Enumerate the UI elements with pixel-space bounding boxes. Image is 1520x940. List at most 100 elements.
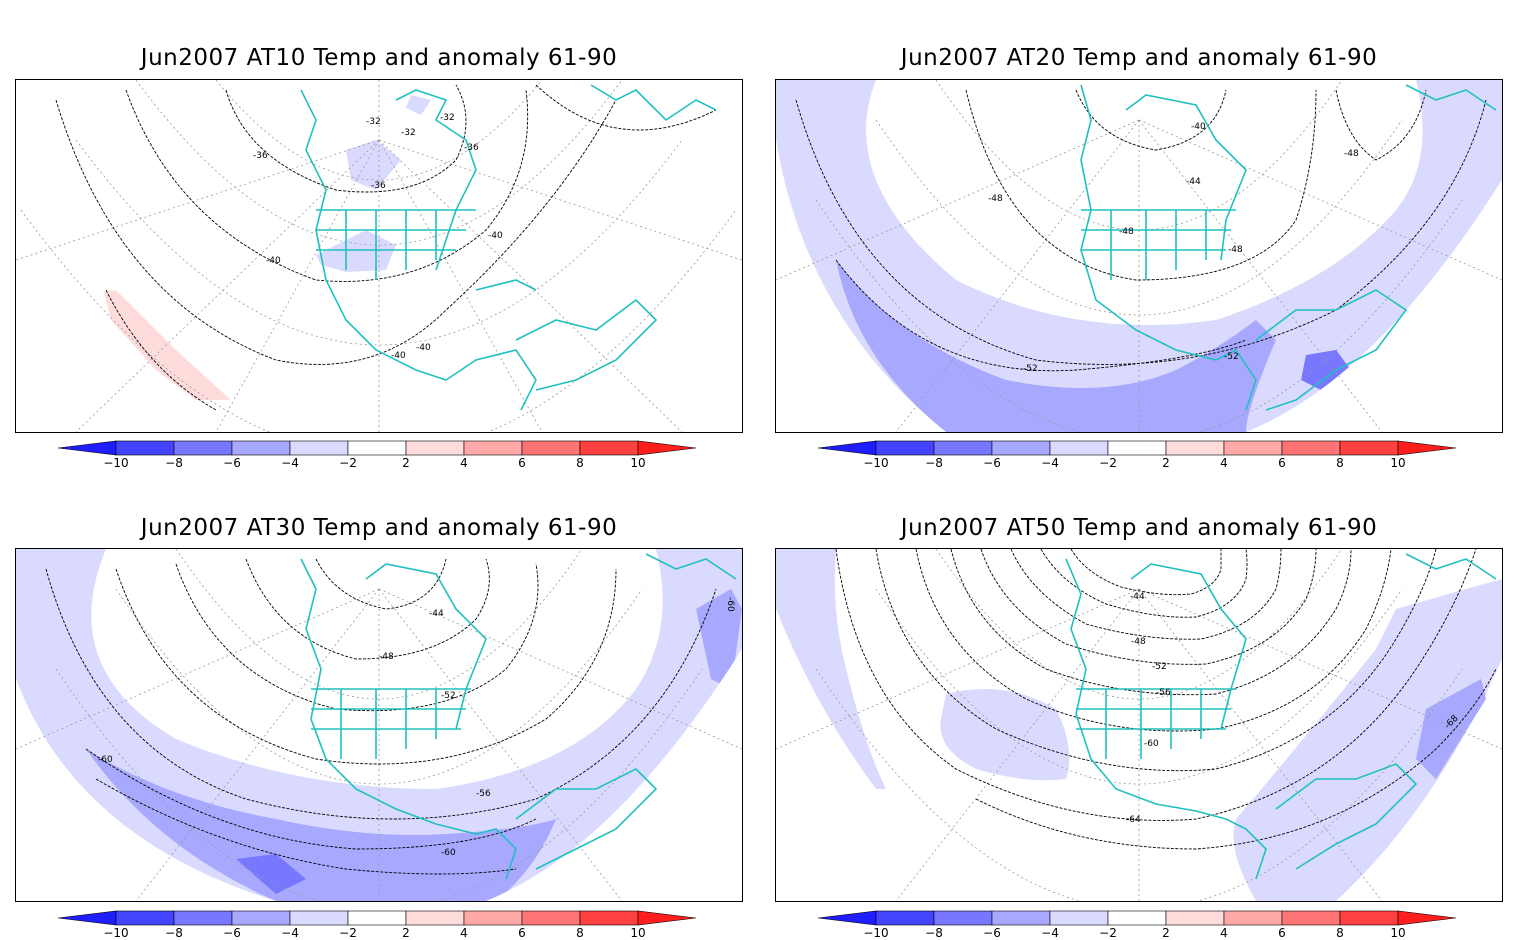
panel-1-coastline xyxy=(300,84,717,411)
panel-3-colorbar: −10 −8 −6 −4 −2 2 4 6 8 10 xyxy=(58,910,697,937)
panel-3-clabel: -60 xyxy=(98,755,113,765)
colorbar-tick-label: 10 xyxy=(1390,456,1405,467)
colorbar-tick-label: −6 xyxy=(223,456,241,467)
colorbar-tick-label: −2 xyxy=(339,456,357,467)
panel-2-clabel: -52 xyxy=(1023,364,1038,374)
colorbar-tick-label: 8 xyxy=(576,926,584,937)
colorbar-bin xyxy=(579,910,639,926)
panel-1-map: -32 -32 -32 -36 -36 -36 -40 -40 -40 -40 xyxy=(15,79,743,433)
panel-3-clabel: -56 xyxy=(476,789,491,799)
panel-2-map: -40 -44 -48 -48 -48 -48 -52 -52 xyxy=(775,79,1503,433)
panel-3-cool-anomaly-east xyxy=(696,589,742,689)
panel-3-title: Jun2007 AT30 Temp and anomaly 61-90 xyxy=(140,515,618,541)
panel-2-cool-anomaly-mid xyxy=(836,260,1276,432)
colorbar-bin xyxy=(991,910,1051,926)
colorbar-tick-label: −2 xyxy=(339,926,357,937)
panel-3-map-svg: -44 -48 -52 -56 -60 -60 -60 xyxy=(16,549,742,901)
colorbar-bin xyxy=(1107,910,1167,926)
colorbar-bin xyxy=(173,910,233,926)
panel-1-graticule xyxy=(16,80,742,432)
panel-2-clabel: -48 xyxy=(1119,227,1134,237)
colorbar-tick-label: −4 xyxy=(1041,456,1059,467)
panel-4-cool-anomaly-core xyxy=(1416,679,1486,779)
panel-3-contour-labels: -44 -48 -52 -56 -60 -60 -60 xyxy=(98,597,735,858)
panel-2-clabel: -48 xyxy=(1344,149,1359,159)
colorbar-tick-label: 6 xyxy=(518,926,526,937)
panel-1-cool-anomaly-c xyxy=(406,95,431,115)
panel-2-cool-anomaly-outer xyxy=(776,80,1502,432)
panel-4-cool-anomaly-west xyxy=(776,549,886,789)
colorbar-bin xyxy=(1049,910,1109,926)
colorbar-bin xyxy=(115,440,175,456)
panel-1-contours xyxy=(55,84,717,411)
panel-4-clabel: -56 xyxy=(1156,688,1171,698)
colorbar-bin xyxy=(521,910,581,926)
colorbar-bin xyxy=(289,910,349,926)
panel-1-clabel: -32 xyxy=(366,117,381,127)
panel-4-clabel: -52 xyxy=(1152,662,1167,672)
colorbar-tick-label: 4 xyxy=(1220,926,1228,937)
colorbar-bin xyxy=(1165,910,1225,926)
colorbar-bin xyxy=(1165,440,1225,456)
colorbar-tick-label: 2 xyxy=(402,926,410,937)
panel-1-clabel: -40 xyxy=(416,343,431,353)
colorbar-bin xyxy=(173,440,233,456)
panel-4-clabel: -64 xyxy=(1126,815,1141,825)
colorbar-tick-label: −8 xyxy=(165,456,183,467)
panel-1-cool-anomaly-a xyxy=(316,230,396,272)
panel-4-clabel: -44 xyxy=(1130,592,1145,602)
panel-1-cool-anomaly-b xyxy=(346,140,401,190)
colorbar-arrow-low xyxy=(58,440,117,456)
colorbar-tick-label: 4 xyxy=(460,456,468,467)
colorbar-bin xyxy=(1339,440,1399,456)
panel-2-contour-labels: -40 -44 -48 -48 -48 -48 -52 -52 xyxy=(988,122,1359,374)
panel-3-clabel: -60 xyxy=(441,848,456,858)
colorbar-tick-label: 2 xyxy=(402,456,410,467)
panel-4-coastline xyxy=(1065,553,1497,880)
colorbar-bin xyxy=(1107,440,1167,456)
panel-4-map-svg: -44 -48 -52 -56 -60 -64 -68 xyxy=(776,549,1502,901)
panel-4-clabel: -48 xyxy=(1131,637,1146,647)
colorbar-bin xyxy=(579,440,639,456)
panel-1-clabel: -32 xyxy=(401,128,416,138)
colorbar-tick-label: 6 xyxy=(1278,926,1286,937)
panel-3-contours xyxy=(45,558,717,875)
colorbar-bin xyxy=(1339,910,1399,926)
panel-4-cool-anomaly-central xyxy=(940,689,1070,781)
panel-2-clabel: -48 xyxy=(1228,245,1243,255)
colorbar-arrow-low xyxy=(818,910,877,926)
colorbar-tick-label: 4 xyxy=(1220,456,1228,467)
colorbar-bin xyxy=(875,440,935,456)
panel-3-clabel: -60 xyxy=(725,597,735,612)
colorbar-tick-label: −6 xyxy=(983,456,1001,467)
panel-2-contours xyxy=(795,89,1487,372)
colorbar-bin xyxy=(521,440,581,456)
colorbar-arrow-high xyxy=(637,910,697,926)
panel-4-title: Jun2007 AT50 Temp and anomaly 61-90 xyxy=(900,515,1378,541)
colorbar-bin xyxy=(463,440,523,456)
colorbar-tick-label: 8 xyxy=(1336,456,1344,467)
colorbar-tick-label: 8 xyxy=(576,456,584,467)
colorbar-bin xyxy=(933,910,993,926)
panel-1-title: Jun2007 AT10 Temp and anomaly 61-90 xyxy=(140,45,618,71)
colorbar-tick-label: −2 xyxy=(1099,456,1117,467)
colorbar-bin xyxy=(463,910,523,926)
colorbar-bin xyxy=(1049,440,1109,456)
panel-1-clabel: -32 xyxy=(440,113,455,123)
colorbar-tick-label: −4 xyxy=(281,456,299,467)
colorbar-bin xyxy=(115,910,175,926)
panel-4-cool-anomaly-east xyxy=(1233,579,1502,901)
colorbar-tick-label: 8 xyxy=(1336,926,1344,937)
panel-1-clabel: -40 xyxy=(266,256,281,266)
colorbar-tick-label: 10 xyxy=(630,926,645,937)
colorbar-bin xyxy=(405,910,465,926)
colorbar-bin xyxy=(933,440,993,456)
panel-3-cool-anomaly-mid xyxy=(86,749,556,901)
colorbar-tick-label: 2 xyxy=(1162,926,1170,937)
colorbar-bin xyxy=(289,440,349,456)
colorbar-tick-label: −6 xyxy=(223,926,241,937)
panel-1-clabel: -36 xyxy=(253,151,268,161)
colorbar-arrow-low xyxy=(818,440,877,456)
panel-2-cool-anomaly-core xyxy=(1301,350,1351,390)
colorbar-tick-label: −10 xyxy=(103,926,128,937)
